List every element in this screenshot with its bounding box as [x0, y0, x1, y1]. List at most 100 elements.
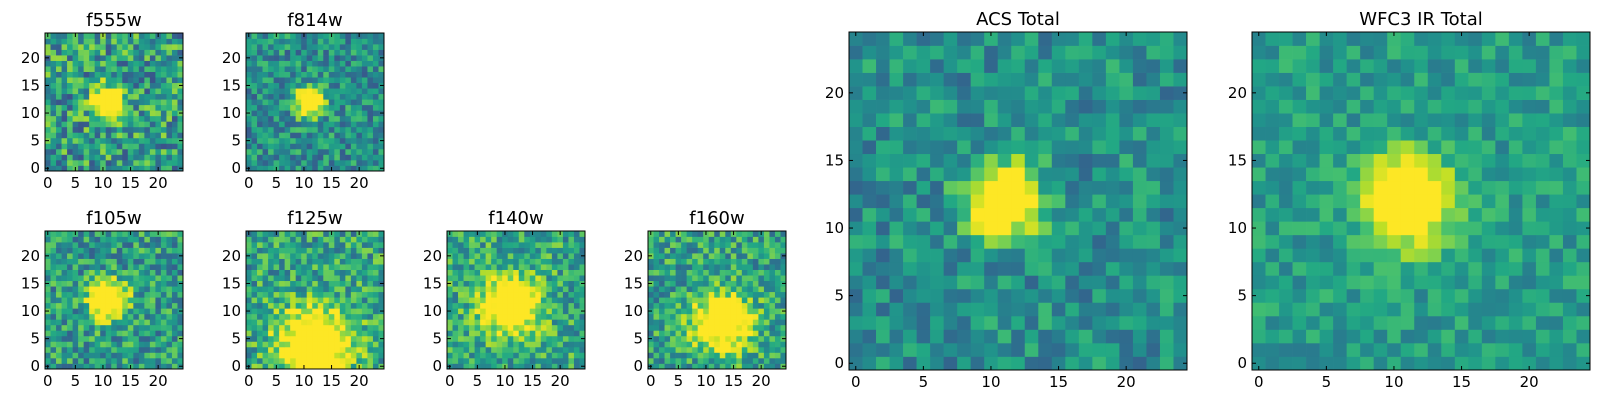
heatmap-cell	[686, 324, 693, 331]
heatmap-cell	[111, 148, 118, 155]
heatmap-cell	[149, 264, 156, 270]
heatmap-cell	[1387, 221, 1402, 236]
heatmap-cell	[447, 264, 453, 270]
heatmap-cell	[1078, 99, 1093, 114]
heatmap-cell	[89, 99, 96, 106]
heatmap-cell	[160, 319, 167, 326]
heatmap-cell	[708, 335, 715, 342]
x-tick-label: 20	[551, 372, 570, 390]
heatmap-cell	[290, 247, 297, 254]
heatmap-cell	[1265, 302, 1280, 317]
heatmap-cell	[664, 242, 671, 248]
heatmap-cell	[943, 261, 958, 276]
heatmap-cell	[1454, 167, 1469, 182]
heatmap-cell	[447, 258, 453, 265]
heatmap-cell	[361, 324, 368, 331]
heatmap-cell	[480, 242, 486, 248]
heatmap-cell	[725, 291, 732, 298]
heatmap-cell	[295, 148, 302, 155]
heatmap-cell	[323, 264, 330, 270]
heatmap-cell	[72, 126, 79, 133]
heatmap-cell	[573, 319, 580, 326]
heatmap-cell	[61, 60, 68, 67]
heatmap-cell	[769, 242, 776, 248]
heatmap-cell	[480, 335, 486, 342]
heatmap-cell	[356, 77, 363, 84]
heatmap-cell	[361, 126, 368, 133]
heatmap-cell	[708, 242, 715, 248]
heatmap-cell	[155, 313, 162, 320]
heatmap-cell	[1468, 356, 1483, 371]
heatmap-cell	[116, 126, 123, 133]
heatmap-cell	[1105, 221, 1120, 236]
heatmap-cell	[378, 49, 385, 56]
heatmap-cell	[769, 297, 776, 304]
heatmap-cell	[160, 132, 167, 139]
heatmap-cell	[568, 269, 575, 276]
heatmap-cell	[367, 99, 374, 106]
heatmap-cell	[94, 115, 101, 122]
heatmap-cell	[122, 330, 129, 337]
heatmap-cell	[780, 357, 787, 364]
heatmap-cell	[268, 77, 274, 84]
heatmap-cell	[862, 126, 877, 141]
heatmap-cell	[334, 297, 341, 304]
heatmap-cell	[295, 236, 302, 243]
heatmap-cell	[452, 352, 459, 359]
heatmap-cell	[171, 275, 178, 282]
heatmap-cell	[89, 297, 96, 304]
heatmap-cell	[317, 275, 324, 282]
heatmap-cell	[122, 82, 129, 89]
heatmap-cell	[573, 275, 580, 282]
heatmap-cell	[301, 335, 308, 342]
heatmap-cell	[1159, 275, 1174, 290]
heatmap-cell	[268, 126, 274, 133]
heatmap-cell	[345, 341, 352, 348]
heatmap-cell	[177, 242, 184, 248]
heatmap-cell	[295, 258, 302, 265]
heatmap-cell	[1078, 194, 1093, 209]
heatmap-cell	[78, 231, 84, 237]
heatmap-cell	[356, 71, 363, 78]
heatmap-cell	[268, 137, 274, 144]
heatmap-cell	[345, 110, 352, 117]
heatmap-cell	[268, 291, 274, 298]
heatmap-cell	[144, 60, 151, 67]
heatmap-cell	[350, 132, 357, 139]
heatmap-cell	[930, 315, 944, 330]
heatmap-cell	[105, 280, 112, 287]
heatmap-cell	[562, 313, 569, 320]
heatmap-cell	[61, 165, 68, 172]
heatmap-cell	[306, 302, 313, 309]
heatmap-cell	[160, 275, 167, 282]
heatmap-cell	[72, 44, 79, 50]
heatmap-cell	[144, 154, 151, 161]
heatmap-cell	[361, 302, 368, 309]
heatmap-cell	[160, 159, 167, 166]
heatmap-cell	[166, 77, 173, 84]
heatmap-cell	[312, 258, 319, 265]
heatmap-cell	[160, 346, 167, 353]
heatmap-cell	[664, 313, 671, 320]
heatmap-cell	[284, 352, 291, 359]
heatmap-cell	[1092, 221, 1107, 236]
x-tick-label: 5	[272, 372, 282, 390]
heatmap-cell	[736, 330, 743, 337]
heatmap-cell	[160, 264, 167, 270]
heatmap-cell	[78, 38, 84, 45]
heatmap-cell	[491, 280, 498, 287]
heatmap-cell	[1576, 356, 1591, 371]
heatmap-cell	[752, 308, 759, 315]
heatmap-cell	[579, 352, 586, 359]
heatmap-cell	[138, 60, 145, 67]
heatmap-cell	[1400, 180, 1415, 195]
heatmap-cell	[664, 319, 671, 326]
heatmap-cell	[166, 231, 173, 237]
heatmap-cell	[1132, 194, 1147, 209]
heatmap-cell	[664, 275, 671, 282]
heatmap-cell	[72, 77, 79, 84]
heatmap-cell	[849, 113, 863, 127]
heatmap-cell	[697, 286, 704, 293]
heatmap-cell	[502, 330, 509, 337]
